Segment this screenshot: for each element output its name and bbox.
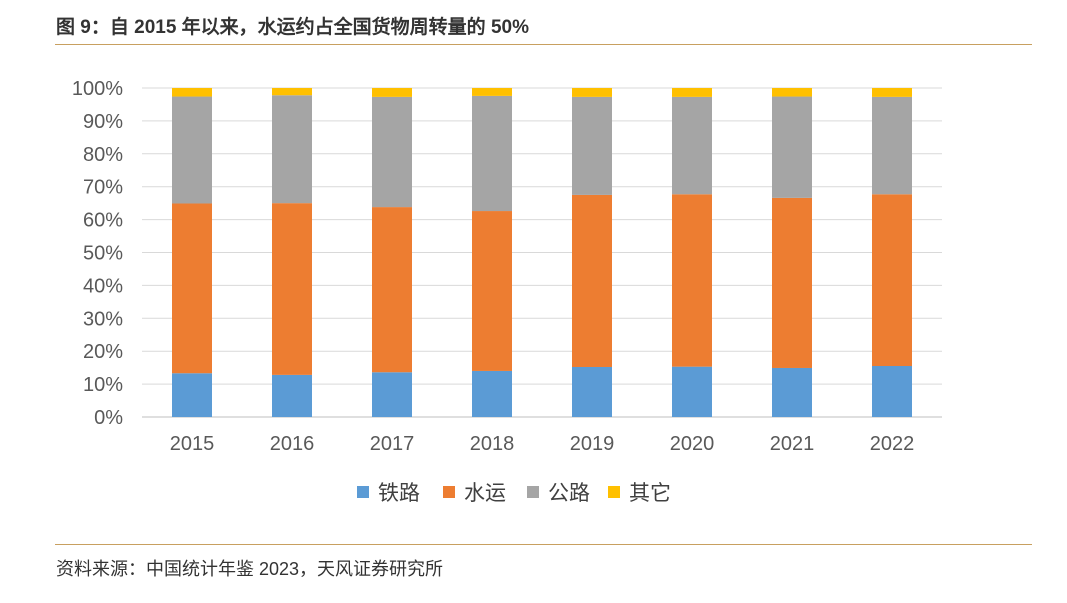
bar-segment-铁路-2017 xyxy=(372,372,412,417)
bar-segment-铁路-2020 xyxy=(672,366,712,417)
bar-segment-公路-2017 xyxy=(372,96,412,208)
y-tick-label: 80% xyxy=(83,144,123,166)
bar-segment-铁路-2016 xyxy=(272,374,312,417)
bar-segment-公路-2022 xyxy=(872,96,912,195)
y-tick-label: 60% xyxy=(83,210,123,232)
legend-label: 水运 xyxy=(464,482,506,505)
legend-label: 其它 xyxy=(629,482,671,505)
y-tick-label: 40% xyxy=(83,275,123,297)
bar-segment-水运-2021 xyxy=(772,197,812,368)
bar-segment-铁路-2022 xyxy=(872,366,912,417)
legend-label: 铁路 xyxy=(378,482,420,505)
bar-segment-公路-2016 xyxy=(272,95,312,204)
legend-swatch xyxy=(357,486,369,498)
gridlines xyxy=(142,87,942,418)
bar-segment-水运-2020 xyxy=(672,194,712,367)
bar-segment-其它-2017 xyxy=(372,88,412,97)
bar-segment-其它-2021 xyxy=(772,88,812,97)
y-tick-label: 50% xyxy=(83,243,123,265)
bar-segment-公路-2019 xyxy=(572,96,612,195)
x-tick-label: 2018 xyxy=(470,433,515,455)
x-tick-label: 2022 xyxy=(870,433,915,455)
bar-segment-其它-2020 xyxy=(672,88,712,97)
bar-segment-公路-2018 xyxy=(472,95,512,212)
bar-segment-其它-2018 xyxy=(472,88,512,96)
bar-segment-其它-2022 xyxy=(872,88,912,97)
x-tick-label: 2019 xyxy=(570,433,615,455)
x-tick-label: 2016 xyxy=(270,433,315,455)
bar-segment-水运-2019 xyxy=(572,194,612,367)
y-tick-label: 20% xyxy=(83,341,123,363)
bar-segment-其它-2019 xyxy=(572,88,612,97)
y-tick-label: 100% xyxy=(72,78,123,100)
source-note: 资料来源：中国统计年鉴 2023，天风证券研究所 xyxy=(56,559,444,579)
bar-segment-铁路-2015 xyxy=(172,373,212,417)
y-tick-label: 10% xyxy=(83,374,123,396)
y-axis-ticks: 0% 10% 20% 30% 40% 50% 60% 70% 80% 90% 100% xyxy=(72,78,123,429)
x-axis-ticks: 2015 2016 2017 2018 2019 2020 2021 2022 xyxy=(170,433,915,455)
bar-segment-铁路-2021 xyxy=(772,367,812,417)
y-tick-label: 90% xyxy=(83,111,123,133)
bar-segment-铁路-2018 xyxy=(472,370,512,417)
bars xyxy=(172,88,912,417)
legend-label: 公路 xyxy=(548,482,590,505)
chart-title: 图 9：自 2015 年以来，水运约占全国货物周转量的 50% xyxy=(56,17,529,38)
bar-segment-公路-2015 xyxy=(172,96,212,204)
y-tick-label: 70% xyxy=(83,177,123,199)
bar-segment-公路-2020 xyxy=(672,96,712,195)
bar-segment-水运-2017 xyxy=(372,207,412,373)
x-tick-label: 2015 xyxy=(170,433,215,455)
x-tick-label: 2017 xyxy=(370,433,415,455)
legend-swatch xyxy=(443,486,455,498)
bar-segment-其它-2015 xyxy=(172,88,212,97)
title-divider xyxy=(55,44,1032,45)
legend-swatch xyxy=(527,486,539,498)
y-tick-label: 30% xyxy=(83,308,123,330)
x-tick-label: 2020 xyxy=(670,433,715,455)
source-divider xyxy=(55,544,1032,545)
bar-segment-铁路-2019 xyxy=(572,366,612,417)
bar-segment-水运-2016 xyxy=(272,203,312,375)
y-tick-label: 0% xyxy=(94,407,123,429)
x-tick-label: 2021 xyxy=(770,433,815,455)
bar-segment-其它-2016 xyxy=(272,88,312,96)
legend-swatch xyxy=(608,486,620,498)
bar-segment-水运-2022 xyxy=(872,194,912,367)
legend: 铁路 水运 公路 其它 xyxy=(357,482,671,505)
bar-segment-水运-2015 xyxy=(172,203,212,374)
bar-segment-水运-2018 xyxy=(472,211,512,371)
bar-segment-公路-2021 xyxy=(772,96,812,198)
